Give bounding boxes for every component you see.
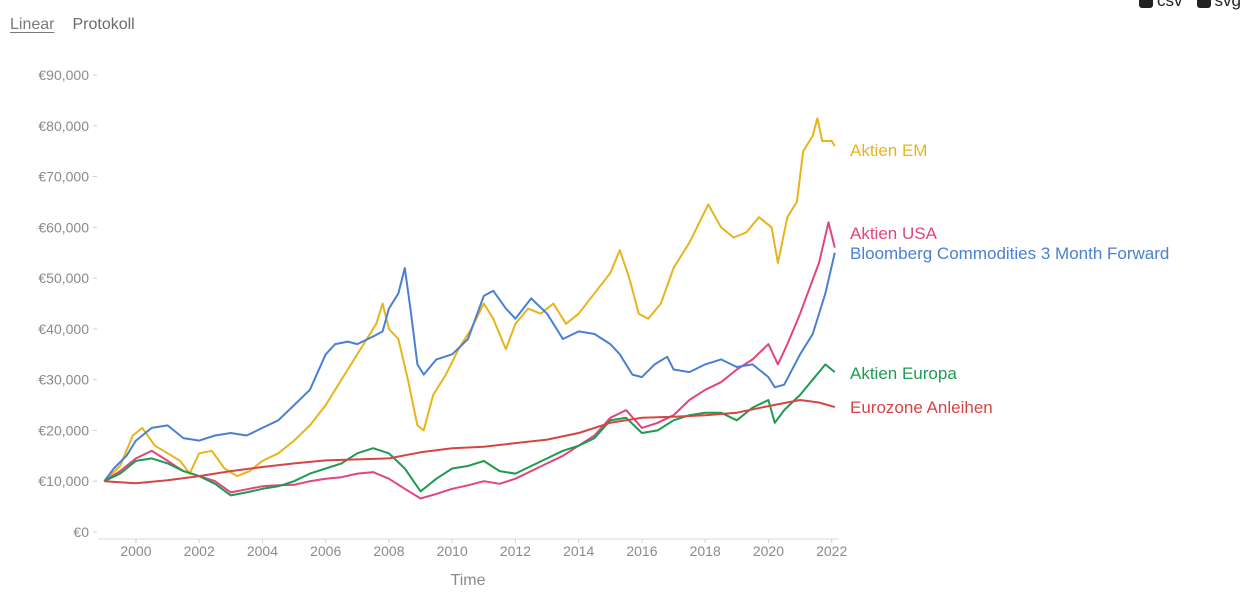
download-icon: [1196, 0, 1211, 8]
x-tick-label: 2012: [500, 543, 531, 559]
x-tick-label: 2008: [373, 543, 404, 559]
x-tick-label: 2004: [247, 543, 278, 559]
y-tick-label: €30,000: [38, 372, 89, 388]
y-tick-label: €60,000: [38, 219, 89, 235]
series-label-aktien-usa: Aktien USA: [850, 224, 938, 243]
y-tick-label: €80,000: [38, 118, 89, 134]
x-axis-title: Time: [451, 572, 486, 589]
y-tick-label: €0: [73, 524, 89, 540]
x-tick-label: 2014: [563, 543, 594, 559]
export-buttons: csv svg: [1139, 0, 1241, 11]
download-icon: [1139, 0, 1154, 8]
x-tick-label: 2000: [120, 543, 151, 559]
export-csv-button[interactable]: csv: [1139, 0, 1183, 11]
series-line-aktien-usa[interactable]: [103, 221, 836, 500]
scale-tab-linear[interactable]: Linear: [10, 16, 55, 33]
series-label-bloomberg-commodities-3-month-forward: Bloomberg Commodities 3 Month Forward: [850, 244, 1169, 263]
x-tick-label: 2010: [437, 543, 468, 559]
y-tick-label: €20,000: [38, 422, 89, 438]
x-tick-label: 2018: [690, 543, 721, 559]
series-line-aktien-em[interactable]: [103, 117, 836, 482]
x-tick-label: 2022: [816, 543, 847, 559]
y-tick-label: €10,000: [38, 473, 89, 489]
series-line-bloomberg-commodities-3-month-forward[interactable]: [103, 252, 836, 482]
y-axis: €0 €10,000 €20,000 €30,000 €40,000 €50,000 €60…: [38, 67, 97, 540]
y-tick-label: €40,000: [38, 321, 89, 337]
x-axis: 2000 2002 2004 2006 2008 2010 2012 2014 2016 2018…: [98, 538, 847, 559]
series-label-aktien-em: Aktien EM: [850, 141, 927, 160]
export-svg-label: svg: [1214, 0, 1241, 10]
y-tick-label: €90,000: [38, 67, 89, 83]
x-tick-label: 2016: [626, 543, 657, 559]
scale-toggle: Linear Protokoll: [10, 16, 135, 34]
x-tick-label: 2006: [310, 543, 341, 559]
x-tick-label: 2020: [753, 543, 784, 559]
y-tick-label: €50,000: [38, 270, 89, 286]
series-lines: [103, 117, 836, 500]
series-line-aktien-europa[interactable]: [103, 363, 836, 497]
export-csv-label: csv: [1157, 0, 1183, 10]
y-tick-label: €70,000: [38, 169, 89, 185]
export-svg-button[interactable]: svg: [1196, 0, 1241, 11]
series-line-eurozone-anleihen[interactable]: [104, 399, 836, 485]
series-label-eurozone-anleihen: Eurozone Anleihen: [850, 398, 993, 417]
series-label-aktien-europa: Aktien Europa: [850, 364, 957, 383]
x-tick-label: 2002: [184, 543, 215, 559]
scale-tab-log[interactable]: Protokoll: [72, 16, 135, 33]
